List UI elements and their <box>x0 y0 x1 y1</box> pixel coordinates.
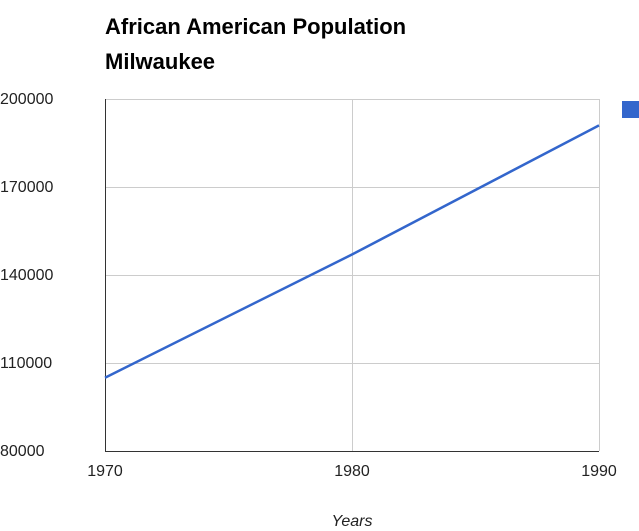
series-lines <box>104 124 600 379</box>
x-tick-label-1: 1980 <box>334 463 370 480</box>
legend[interactable] <box>622 101 639 118</box>
y-tick-label-1: 170000 <box>0 179 53 196</box>
x-tick-label-0: 1970 <box>87 463 123 480</box>
axes <box>105 99 599 452</box>
legend-swatch-0[interactable] <box>622 101 639 118</box>
x-axis-ticks: 1970 1980 1990 <box>87 463 617 480</box>
x-tick-label-2: 1990 <box>581 463 617 480</box>
chart-title-line-2: Milwaukee <box>105 49 215 74</box>
x-axis-title: Years <box>332 513 373 530</box>
y-axis-ticks: 200000 170000 140000 110000 80000 <box>0 91 53 460</box>
gridlines <box>105 99 600 451</box>
y-tick-label-4: 80000 <box>0 443 45 460</box>
y-tick-label-0: 200000 <box>0 91 53 108</box>
series-line-0 <box>104 124 600 379</box>
y-tick-label-3: 110000 <box>0 355 52 372</box>
chart-title-line-1: African American Population <box>105 14 406 39</box>
y-tick-label-2: 140000 <box>0 267 53 284</box>
